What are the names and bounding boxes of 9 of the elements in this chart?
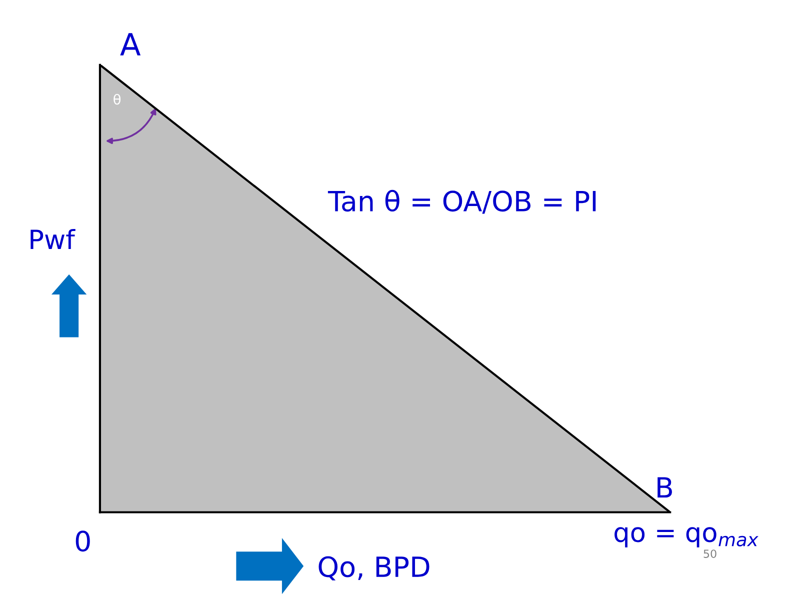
text: A <box>120 33 141 56</box>
text: qo = qo$_{max}$ <box>614 527 758 548</box>
annotation: Tan θ = OA/OB = PI <box>328 190 596 214</box>
text: 0 <box>76 530 90 552</box>
y-axis-title: Pwf <box>30 228 76 250</box>
x-axis-title: Qo, BPD <box>318 556 430 580</box>
text: 50 <box>704 550 716 558</box>
annotation: B <box>658 477 672 498</box>
annotation: θ <box>114 94 121 105</box>
